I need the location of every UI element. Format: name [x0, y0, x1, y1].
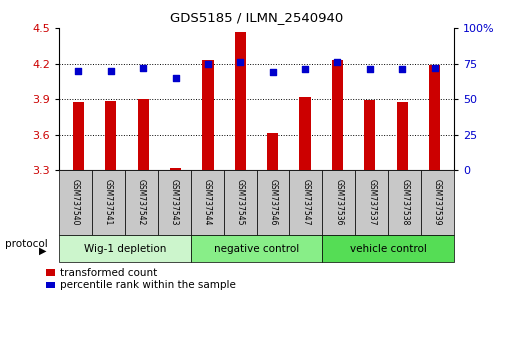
Bar [267, 133, 279, 170]
Point [74, 68, 83, 74]
Text: vehicle control: vehicle control [350, 244, 427, 254]
Bar [170, 168, 181, 170]
Point [301, 67, 309, 72]
Bar [364, 100, 376, 170]
Point [366, 67, 374, 72]
Text: GSM737541: GSM737541 [104, 179, 113, 226]
Text: GSM737540: GSM737540 [71, 179, 80, 226]
Text: GSM737539: GSM737539 [433, 179, 442, 226]
Point [171, 75, 180, 81]
Point [204, 61, 212, 67]
Text: GSM737546: GSM737546 [268, 179, 278, 226]
Point [107, 68, 115, 74]
Text: GDS5185 / ILMN_2540940: GDS5185 / ILMN_2540940 [170, 11, 343, 24]
Text: negative control: negative control [214, 244, 299, 254]
Bar [300, 97, 311, 170]
Text: GSM737545: GSM737545 [235, 179, 245, 226]
Bar [202, 60, 213, 170]
Point [236, 59, 244, 65]
Bar [137, 99, 149, 170]
Bar [397, 102, 408, 170]
Text: GSM737544: GSM737544 [203, 179, 212, 226]
Text: Wig-1 depletion: Wig-1 depletion [84, 244, 166, 254]
Point [398, 67, 406, 72]
Text: protocol: protocol [5, 239, 48, 250]
Bar [234, 32, 246, 170]
Text: transformed count: transformed count [60, 268, 157, 278]
Text: percentile rank within the sample: percentile rank within the sample [60, 280, 235, 290]
Point [430, 65, 439, 71]
Text: GSM737538: GSM737538 [400, 179, 409, 226]
Text: GSM737543: GSM737543 [170, 179, 179, 226]
Bar [429, 65, 440, 170]
Text: GSM737542: GSM737542 [137, 179, 146, 226]
Bar [73, 102, 84, 170]
Text: GSM737536: GSM737536 [334, 179, 343, 226]
Bar [332, 60, 343, 170]
Bar [105, 102, 116, 170]
Text: ▶: ▶ [38, 245, 46, 256]
Text: GSM737547: GSM737547 [301, 179, 310, 226]
Point [333, 59, 342, 65]
Text: GSM737537: GSM737537 [367, 179, 376, 226]
Point [139, 65, 147, 71]
Point [269, 69, 277, 75]
